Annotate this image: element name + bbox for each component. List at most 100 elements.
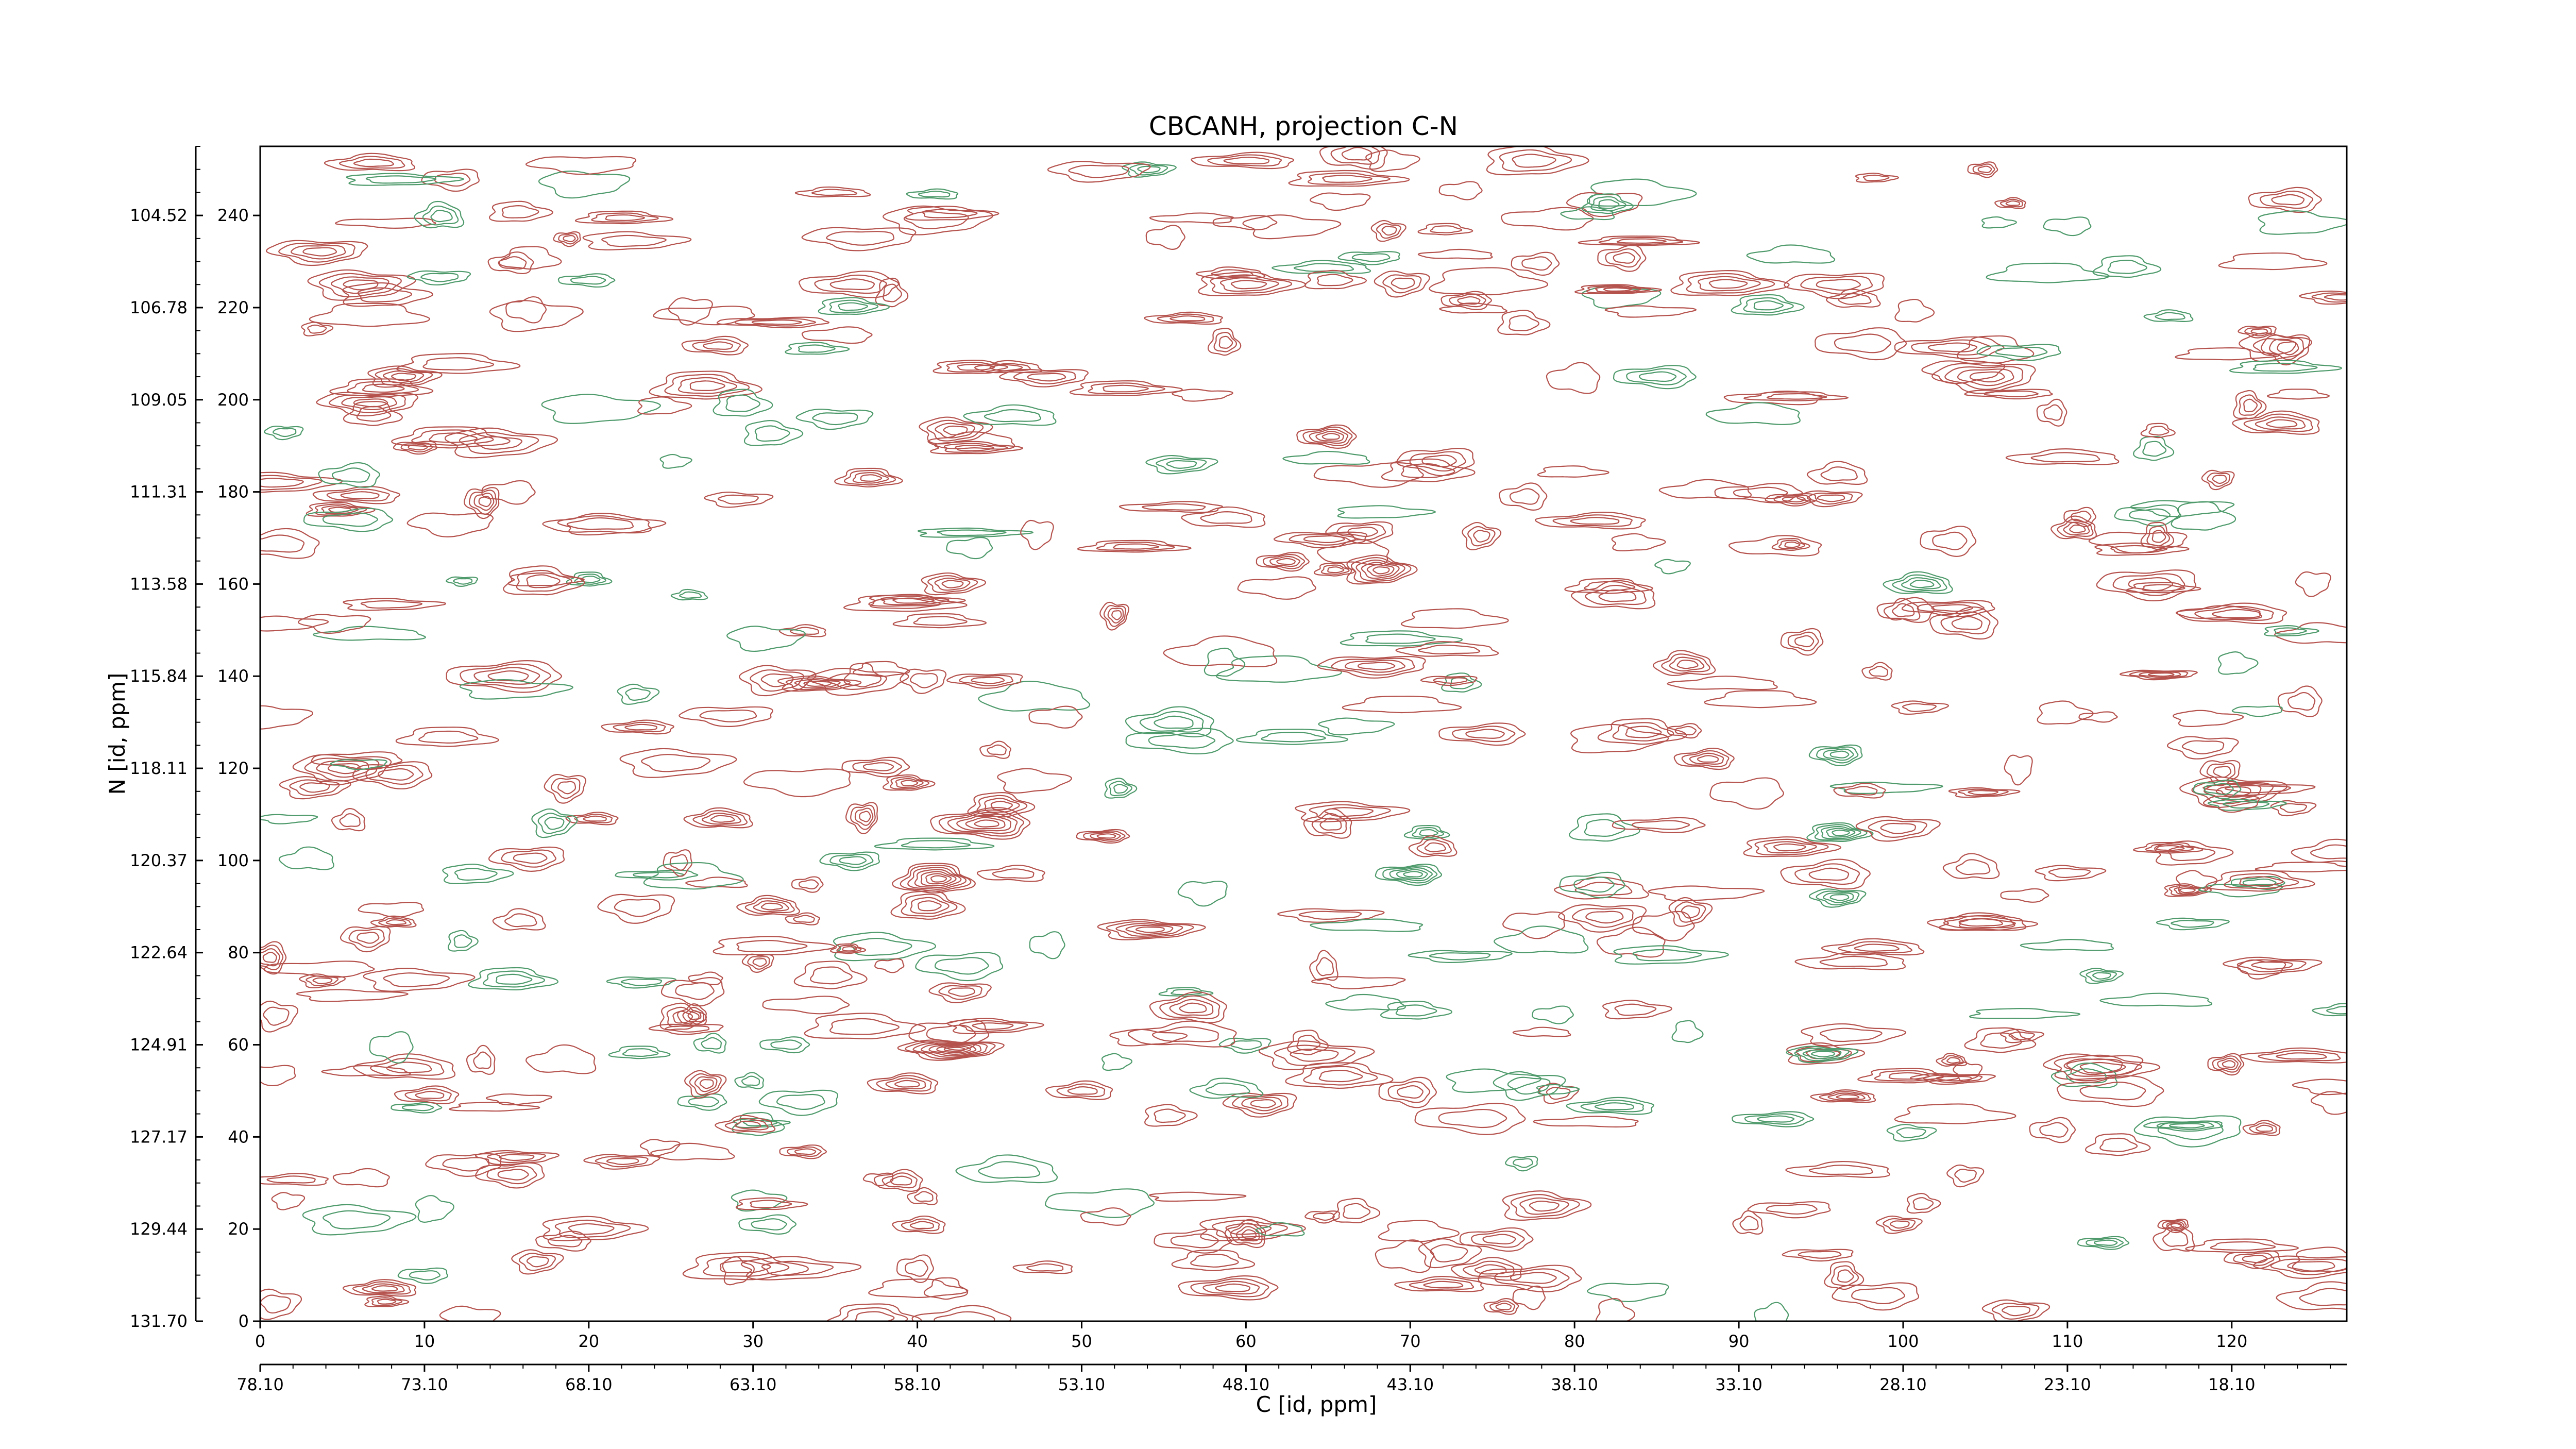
contour-level <box>2311 292 2347 303</box>
contour-level <box>2048 868 2091 879</box>
contour-level <box>1932 531 1968 550</box>
noise-contour-positive <box>677 1003 707 1026</box>
noise-contour-negative <box>468 967 558 990</box>
contour-level <box>1845 786 1878 796</box>
contour-level <box>633 871 685 879</box>
noise-contour-positive <box>1801 1023 1907 1047</box>
contour-level <box>2020 938 2114 951</box>
contour-level <box>1938 915 2039 931</box>
noise-contour-positive <box>299 973 346 989</box>
contour-level <box>978 1161 1041 1179</box>
noise-contour-positive <box>1806 461 1868 485</box>
contour-level <box>2231 705 2283 717</box>
contour-level <box>1067 1086 1098 1095</box>
peak-positive <box>1097 919 1206 940</box>
x-ppm-tick-label: 33.10 <box>1715 1375 1762 1394</box>
contour-level <box>2213 766 2232 778</box>
x-ppm-tick-label: 28.10 <box>1879 1375 1927 1394</box>
contour-level <box>362 1283 405 1293</box>
contour-level <box>409 1270 441 1280</box>
contour-level <box>989 363 1031 372</box>
contour-level <box>312 486 400 504</box>
contour-level <box>574 574 606 585</box>
noise-contour-positive <box>1417 248 1493 260</box>
contour-level <box>1554 877 1649 900</box>
contour-level <box>1632 911 1695 941</box>
contour-level <box>874 958 905 973</box>
contour-level <box>1673 748 1735 770</box>
contour-level <box>415 1090 445 1099</box>
noise-contour-negative <box>2050 1062 2118 1088</box>
contour-level <box>1290 1049 1339 1062</box>
noise-contour-positive <box>1459 1227 1534 1252</box>
contour-level <box>1068 164 1129 178</box>
noise-contour-positive <box>2223 956 2323 975</box>
contour-level <box>296 989 409 1002</box>
contour-level <box>299 782 330 793</box>
contour-level <box>1365 149 1420 172</box>
noise-contour-positive <box>1558 904 1647 933</box>
noise-contour-positive <box>1948 787 2021 798</box>
contour-level <box>2129 670 2189 679</box>
contour-level <box>892 613 987 629</box>
contour-level <box>260 475 323 491</box>
contour-level <box>1169 999 1214 1016</box>
noise-contour-positive <box>263 961 375 978</box>
contour-level <box>801 326 873 344</box>
contour-level <box>868 1278 969 1298</box>
contour-level <box>1778 540 1805 550</box>
noise-contour-positive <box>1967 161 1998 178</box>
noise-contour-positive <box>777 675 862 692</box>
contour-level <box>1156 458 1207 472</box>
contour-level <box>2043 1053 2144 1082</box>
contour-level <box>826 231 895 246</box>
contour-level <box>1396 869 1428 880</box>
contour-level <box>1894 1103 2016 1124</box>
contour-level <box>1829 894 1850 901</box>
contour-level <box>1806 461 1868 485</box>
contour-level <box>2224 873 2299 889</box>
contour-level <box>454 868 498 881</box>
contour-level <box>1166 460 1197 469</box>
contour-level <box>1964 1027 2037 1053</box>
contour-level <box>1303 808 1352 839</box>
contour-level <box>1489 1300 1516 1312</box>
contour-level <box>979 740 1011 759</box>
contour-level <box>1012 1260 1073 1274</box>
contour-level <box>1798 1251 1842 1259</box>
contour-level <box>1614 1003 1657 1016</box>
noise-contour-positive <box>1571 580 1656 610</box>
contour-level <box>1465 729 1505 739</box>
contour-level <box>1309 950 1338 981</box>
contour-level <box>264 426 304 441</box>
contour-level <box>927 575 978 593</box>
contour-level <box>1381 226 1397 236</box>
contour-level <box>2071 510 2092 523</box>
noise-contour-positive <box>715 1115 776 1133</box>
noise-contour-positive <box>785 912 820 925</box>
contour-level <box>1946 1164 1985 1188</box>
contour-level <box>1686 273 1775 294</box>
noise-contour-positive <box>1163 635 1278 667</box>
contour-level <box>1313 1212 1335 1221</box>
contour-level <box>682 1006 705 1022</box>
contour-level <box>1820 825 1861 839</box>
contour-level <box>1218 1037 1272 1054</box>
contour-level <box>1808 744 1863 766</box>
contour-level <box>936 1046 972 1054</box>
contour-level <box>803 680 832 687</box>
contour-level <box>1154 1108 1186 1123</box>
noise-contour-negative <box>531 808 578 838</box>
x-ppm-tick-label: 18.10 <box>2208 1375 2256 1394</box>
noise-contour-negative <box>303 508 394 532</box>
contour-level <box>2310 1091 2347 1115</box>
noise-contour-positive <box>2175 605 2262 620</box>
contour-level <box>352 1281 411 1295</box>
contour-level <box>2199 760 2241 786</box>
peak-positive <box>2096 569 2197 601</box>
contour-level <box>895 778 924 788</box>
contour-level <box>2119 669 2198 681</box>
noise-contour-negative <box>1581 193 1634 214</box>
contour-level <box>1202 1280 1260 1295</box>
